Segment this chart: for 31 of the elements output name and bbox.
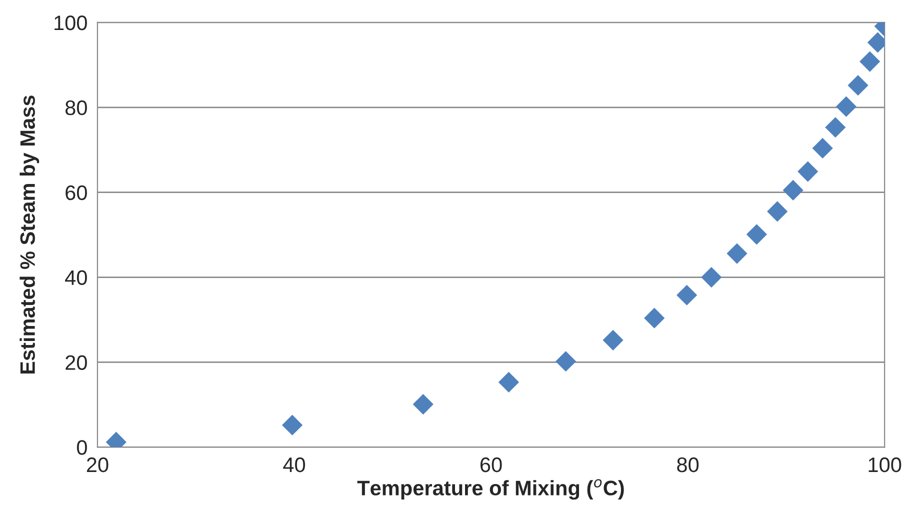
x-tick-label: 100	[868, 457, 902, 472]
x-tick-label: 20	[86, 457, 108, 472]
point	[746, 224, 767, 245]
point	[836, 96, 857, 117]
point	[812, 138, 833, 158]
point	[498, 372, 520, 392]
point	[798, 161, 818, 182]
y-tick-label: 60	[66, 185, 87, 200]
x-axis-title: Temperature of Mixing ($^{o}$C)	[357, 479, 624, 500]
y-axis-title: Estimated % Steam by Mass	[20, 96, 40, 374]
point	[782, 180, 804, 201]
y-tick-label: 20	[66, 355, 87, 370]
x-tick-label: 40	[283, 457, 306, 472]
point	[767, 201, 788, 222]
point	[701, 266, 722, 288]
x-tick-label: 80	[677, 457, 699, 472]
point	[726, 243, 748, 264]
point	[556, 351, 576, 372]
point	[602, 330, 624, 350]
point	[848, 75, 868, 96]
y-tick-label: 80	[65, 100, 87, 116]
point	[644, 308, 665, 328]
point	[676, 284, 698, 306]
point	[860, 51, 880, 72]
point	[282, 414, 303, 436]
point	[825, 117, 846, 138]
y-tick-label: 100	[54, 15, 87, 30]
y-tick-label: 0	[76, 440, 87, 455]
x-tick-label: 60	[480, 457, 502, 472]
point	[412, 394, 434, 415]
y-tick-label: 40	[65, 270, 87, 286]
